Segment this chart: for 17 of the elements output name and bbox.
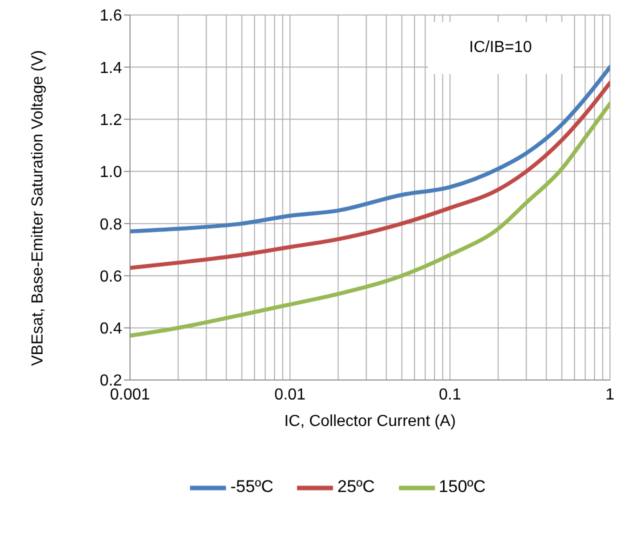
legend-label: -55ºC [230, 477, 274, 496]
x-axis-title: IC, Collector Current (A) [284, 413, 456, 430]
y-tick-label: 0.8 [100, 216, 122, 234]
y-tick-label: 1.0 [100, 164, 122, 182]
y-tick-label: 0.6 [100, 268, 122, 286]
x-tick-label: 0.1 [438, 386, 462, 404]
y-axis-title: VBEsat, Base-Emitter Saturation Voltage (V) [28, 48, 47, 368]
text-box: IC/IB=10 [428, 22, 573, 74]
x-tick-label: 1 [606, 386, 615, 404]
y-tick-label: 1.2 [100, 112, 122, 129]
y-tick-label: 0.4 [100, 320, 122, 338]
y-tick-label: 1.6 [100, 8, 122, 25]
y-tick-label: 1.4 [100, 60, 122, 77]
x-tick-label: 0.001 [110, 386, 150, 404]
x-tick-label: 0.01 [274, 386, 306, 404]
legend-label: 25ºC [337, 477, 375, 496]
legend-label: 150ºC [438, 477, 486, 496]
